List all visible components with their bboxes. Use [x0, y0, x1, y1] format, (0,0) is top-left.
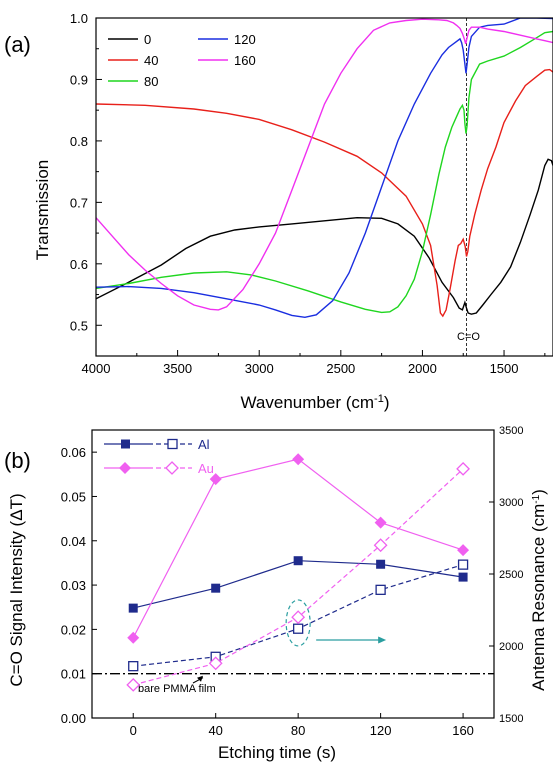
- panel-b-y2label-tail: ): [529, 489, 548, 495]
- panel-b-xtick-label: 120: [370, 723, 392, 738]
- panel-b-point-al-left: [458, 572, 468, 582]
- panel-b-baseline-arrowhead: [197, 675, 203, 682]
- panel-b-y2tick-label: 3500: [499, 425, 523, 437]
- panel-a-series-120: [96, 18, 553, 319]
- panel-b-point-al-left: [293, 556, 303, 566]
- panel-b-point-au-left: [127, 631, 140, 644]
- panel-a-series-160: [96, 18, 553, 311]
- panel-b-baseline-label: bare PMMA film: [138, 683, 216, 695]
- panel-b-legend-label-au: Au: [198, 461, 214, 476]
- panel-b-point-al-right: [457, 559, 469, 570]
- panel-a-xlabel-tail: ): [384, 393, 390, 412]
- panel-a-legend: 0 120 40 160 80: [108, 32, 256, 89]
- panel-b-point-al-right: [128, 661, 139, 672]
- panel-a-ylabel: Transmission: [33, 160, 52, 260]
- panel-a-legend-label-0: 0: [144, 32, 151, 47]
- panel-b-xlabel: Etching time (s): [218, 743, 336, 762]
- panel-a-legend-label-80: 80: [144, 74, 158, 89]
- panel-b-ytick-label: 0.05: [61, 489, 86, 504]
- panel-b-series-line-au-right: [133, 468, 464, 686]
- panel-b-ytick-label: 0.00: [61, 711, 86, 726]
- panel-b-ytick-label: 0.01: [61, 667, 86, 682]
- panel-b-point-al-right: [293, 623, 304, 634]
- panel-b-ylabel: C=O Signal Intensity (ΔT): [7, 493, 26, 686]
- panel-b-y2tick-label: 1500: [499, 713, 523, 725]
- panel-b-point-au-right: [291, 610, 306, 625]
- panel-a-ytick-label: 0.8: [70, 134, 88, 149]
- panel-b-point-au-right: [208, 656, 223, 671]
- panel-b-xtick-label: 40: [208, 723, 222, 738]
- panel-a-ytick-label: 1.0: [70, 11, 88, 26]
- panel-a-ytick-label: 0.7: [70, 195, 88, 210]
- panel-b-y2label: Antenna Resonance (cm-1): [529, 489, 548, 691]
- panel-b-y2tick-label: 2000: [499, 641, 523, 653]
- panel-b-ytick-label: 0.04: [61, 534, 86, 549]
- panel-a-series-group: [96, 18, 553, 319]
- panel-a-series-40: [96, 68, 553, 318]
- panel-b-point-au-left: [374, 516, 387, 529]
- panel-a-xtick-label: 4000: [82, 361, 111, 376]
- panel-a-frame: [95, 17, 553, 357]
- panel-a-co-annotation: C=O: [457, 331, 480, 343]
- panel-b-plot-area: 0 40 80 120 160 0.00 0.01 0.02 0.03 0.04 0.05 0.06 1…: [61, 425, 524, 738]
- panel-b-point-au-right: [456, 461, 470, 476]
- panel-b-axis-arrowhead: [378, 636, 387, 644]
- panel-b-ytick-label: 0.06: [61, 445, 86, 460]
- panel-b-point-al-left: [128, 603, 138, 613]
- panel-b-point-au-right: [126, 677, 141, 692]
- panel-b-xtick-label: 160: [452, 723, 474, 738]
- panel-b-ytick-label: 0.03: [61, 578, 86, 593]
- panel-b-legend-label-al: Al: [198, 437, 210, 452]
- panel-a-legend-label-160: 160: [234, 53, 256, 68]
- panel-b-frame: [91, 429, 495, 719]
- panel-a-legend-label-40: 40: [144, 53, 158, 68]
- panel-a-xtick-label: 3500: [163, 361, 192, 376]
- panel-b-y2label-main: Antenna Resonance (cm: [529, 504, 548, 691]
- panel-a-xtick-label: 3000: [245, 361, 274, 376]
- panel-a-label: (a): [4, 32, 31, 57]
- panel-a-xtick-label: 2500: [326, 361, 355, 376]
- panel-b-legend-marker-filled: [119, 462, 131, 474]
- panel-a-series-80: [96, 30, 553, 314]
- panel-b-legend-marker-open: [167, 438, 178, 450]
- panel-b-point-au-right: [373, 538, 388, 553]
- panel-b-xtick-label: 80: [291, 723, 305, 738]
- panel-b-label: (b): [4, 448, 31, 473]
- panel-b-highlight-ellipse: [285, 599, 311, 647]
- panel-a-ytick-label: 0.6: [70, 257, 88, 272]
- panel-a: (a) Transmission Wavenumber (cm-1) 4000 3…: [4, 11, 553, 412]
- panel-b-series-line-al-left: [133, 560, 464, 609]
- panel-a-series-0: [96, 158, 553, 315]
- panel-a-legend-label-120: 120: [234, 32, 256, 47]
- panel-a-plot-area: 4000 3500 3000 2500 2000 1500 0.5 0.6 0.7 0.8 0.9 1…: [70, 11, 553, 376]
- panel-b-point-al-right: [375, 584, 386, 595]
- panel-a-xtick-label: 2000: [408, 361, 437, 376]
- panel-b-legend-marker-filled: [121, 439, 130, 449]
- panel-b-point-au-left: [292, 453, 305, 466]
- panel-a-xlabel: Wavenumber (cm-1): [241, 393, 390, 412]
- panel-a-xlabel-sup: -1: [374, 393, 384, 405]
- panel-b-point-al-left: [211, 583, 221, 593]
- panel-b-y2label-sup: -1: [531, 494, 542, 503]
- panel-a-xlabel-main: Wavenumber (cm: [241, 393, 375, 412]
- panel-a-xtick-label: 1500: [490, 361, 519, 376]
- panel-a-ytick-label: 0.9: [70, 72, 88, 87]
- panel-b-ytick-label: 0.02: [61, 622, 86, 637]
- panel-b: (b) C=O Signal Intensity (ΔT) Antenna Re…: [4, 425, 548, 762]
- panel-b-legend: Al Au: [104, 437, 214, 476]
- panel-b-point-au-left: [209, 473, 222, 486]
- panel-b-xtick-label: 0: [130, 723, 137, 738]
- panel-b-y2tick-label: 2500: [499, 569, 523, 581]
- panel-b-point-al-left: [376, 559, 386, 569]
- panel-b-legend-marker-open: [165, 461, 179, 475]
- panel-a-ytick-label: 0.5: [70, 318, 88, 333]
- panel-b-point-au-left: [457, 544, 470, 557]
- panel-b-y2tick-label: 3000: [499, 497, 523, 509]
